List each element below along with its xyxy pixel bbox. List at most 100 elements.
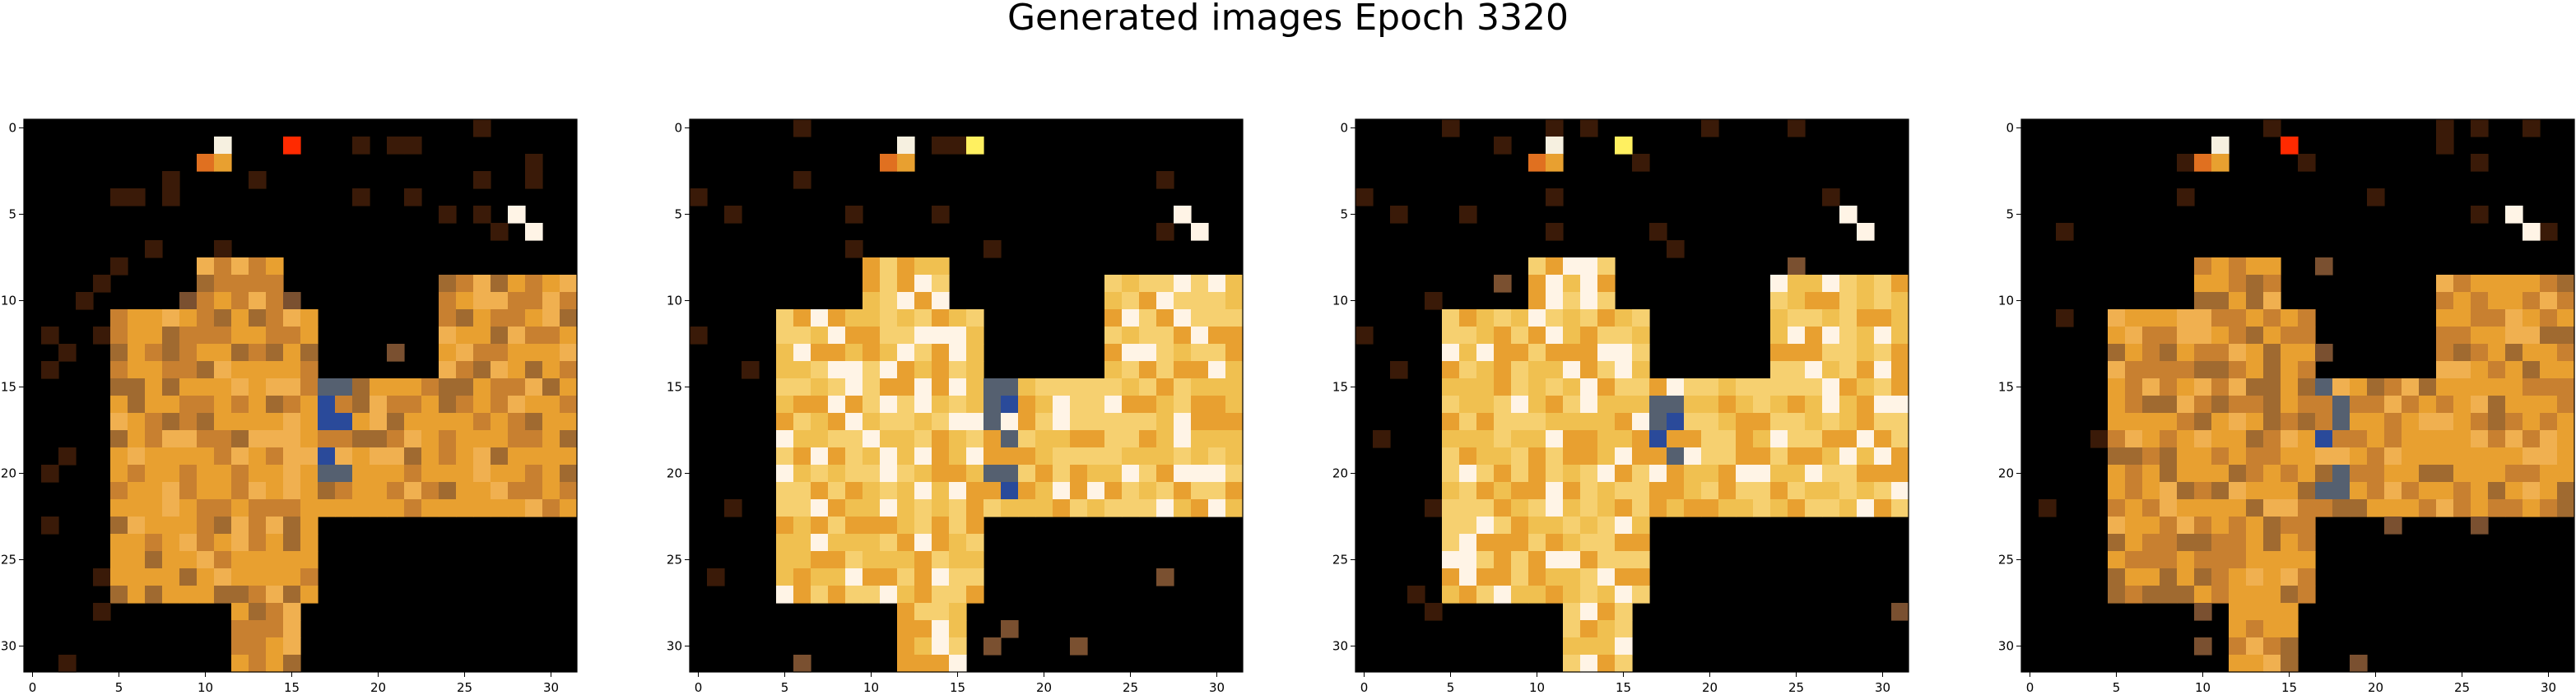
pixel-cell — [1649, 396, 1667, 414]
pixel-cell — [828, 499, 846, 517]
pixel-cell — [880, 396, 898, 414]
pixel-cell — [1070, 413, 1088, 431]
pixel-cell — [1225, 465, 1244, 483]
pixel-cell — [473, 378, 491, 396]
pixel-cell — [283, 344, 301, 362]
pixel-cell — [525, 465, 543, 483]
pixel-cell — [1667, 240, 1685, 258]
pixel-cell — [1597, 430, 1616, 448]
pixel-cell — [1874, 309, 1892, 327]
pixel-cell — [525, 275, 543, 293]
pixel-cell — [2471, 517, 2489, 535]
pixel-cell — [1615, 378, 1633, 396]
pixel-cell — [491, 309, 509, 327]
pixel-cell — [1191, 309, 1209, 327]
pixel-cell — [897, 637, 915, 656]
pixel-cell — [2298, 517, 2316, 535]
pixel-cell — [949, 465, 967, 483]
pixel-cell — [1122, 465, 1140, 483]
pixel-cell — [949, 413, 967, 431]
pixel-cell — [2125, 517, 2143, 535]
pixel-cell — [1857, 413, 1875, 431]
pixel-cell — [197, 430, 215, 448]
pixel-cell — [1580, 430, 1598, 448]
pixel-cell — [1805, 275, 1823, 293]
pixel-cell — [2211, 361, 2230, 379]
pixel-cell — [1494, 344, 1512, 362]
pixel-cell — [2384, 396, 2402, 414]
pixel-cell — [1788, 465, 1806, 483]
pixel-cell — [145, 344, 163, 362]
pixel-cell — [387, 344, 405, 362]
pixel-cell — [1684, 430, 1702, 448]
pixel-cell — [2229, 344, 2247, 362]
pixel-cell — [508, 396, 526, 414]
pixel-cell — [473, 119, 491, 137]
pixel-cell — [1476, 568, 1495, 586]
x-tick-label: 15 — [1616, 680, 1631, 695]
pixel-cell — [2177, 413, 2195, 431]
pixel-cell — [1122, 447, 1140, 466]
pixel-cell — [1667, 378, 1685, 396]
pixel-cell — [845, 465, 863, 483]
pixel-cell — [1597, 637, 1616, 656]
pixel-cell — [214, 482, 232, 500]
pixel-cell — [2298, 361, 2316, 379]
pixel-cell — [2177, 586, 2195, 604]
pixel-cell — [231, 620, 249, 638]
pixel-cell — [1615, 137, 1633, 155]
pixel-cell — [2108, 465, 2126, 483]
pixel-cell — [1476, 465, 1495, 483]
pixel-cell — [214, 499, 232, 517]
pixel-cell — [1857, 309, 1875, 327]
pixel-cell — [1191, 413, 1209, 431]
pixel-cell — [2142, 517, 2160, 535]
pixel-cell — [421, 378, 439, 396]
pixel-cell — [2125, 447, 2143, 466]
pixel-cell — [690, 188, 708, 206]
pixel-cell — [2523, 396, 2541, 414]
pixel-cell — [2453, 430, 2471, 448]
pixel-cell — [1001, 430, 1019, 448]
pixel-cell — [2471, 327, 2489, 345]
pixel-cell — [2160, 327, 2178, 345]
pixel-cell — [1528, 517, 1546, 535]
pixel-cell — [1874, 344, 1892, 362]
pixel-cell — [1597, 586, 1616, 604]
x-tick-label: 0 — [695, 680, 703, 695]
pixel-cell — [214, 137, 232, 155]
pixel-cell — [1104, 413, 1123, 431]
pixel-cell — [2505, 499, 2523, 517]
pixel-cell — [1546, 344, 1564, 362]
pixel-cell — [2315, 465, 2333, 483]
pixel-cell — [231, 603, 249, 621]
pixel-cell — [162, 309, 180, 327]
pixel-cell — [1563, 517, 1581, 535]
pixel-cell — [2436, 361, 2454, 379]
pixel-cell — [1511, 447, 1529, 466]
pixel-cell — [863, 499, 881, 517]
pixel-cell — [1684, 413, 1702, 431]
pixel-cell — [1001, 620, 1019, 638]
axes-frame — [23, 118, 578, 673]
pixel-cell — [897, 499, 915, 517]
pixel-cell — [1546, 447, 1564, 466]
pixel-cell — [335, 499, 353, 517]
pixel-cell — [1528, 327, 1546, 345]
pixel-cell — [214, 275, 232, 293]
pixel-cell — [283, 309, 301, 327]
pixel-cell — [2125, 465, 2143, 483]
pixel-cell — [249, 361, 267, 379]
pixel-cell — [1684, 378, 1702, 396]
pixel-cell — [966, 586, 984, 604]
pixel-cell — [283, 396, 301, 414]
pixel-cell — [2505, 413, 2523, 431]
pixel-cell — [2488, 482, 2506, 500]
pixel-cell — [1580, 534, 1598, 552]
pixel-cell — [266, 430, 284, 448]
pixel-cell — [93, 568, 111, 586]
pixel-cell — [1528, 344, 1546, 362]
pixel-cell — [2332, 378, 2350, 396]
pixel-cell — [1225, 499, 1244, 517]
pixel-cell — [2384, 447, 2402, 466]
